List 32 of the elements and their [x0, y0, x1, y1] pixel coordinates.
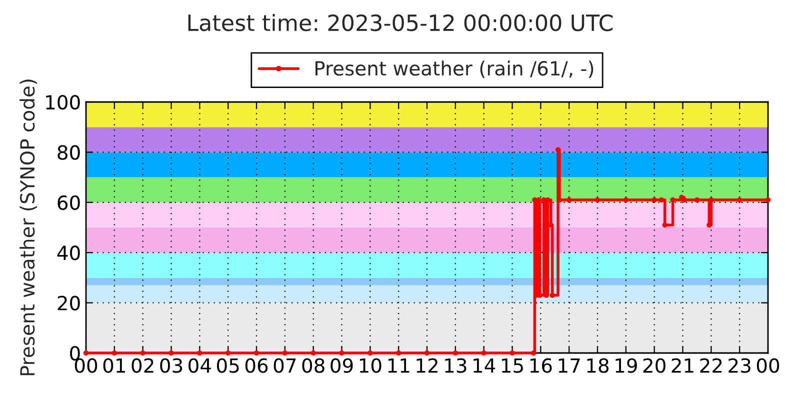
x-tick-label: 02 — [132, 358, 154, 373]
x-tick-label: 04 — [188, 358, 211, 373]
x-tick-label: 18 — [587, 358, 609, 373]
y-tick-label: 40 — [57, 246, 80, 260]
x-tick-label: 16 — [530, 358, 552, 373]
x-tick-label: 11 — [388, 358, 410, 373]
x-tick-label: 21 — [672, 358, 694, 373]
x-tick-label: 23 — [728, 358, 750, 373]
chart-title: Latest time: 2023-05-12 00:00:00 UTC — [188, 14, 613, 32]
x-tick-label: 01 — [103, 358, 125, 373]
x-tick-label: 10 — [360, 358, 382, 373]
legend-label: Present weather (rain /61/, -) — [316, 60, 594, 78]
x-tick-label: 15 — [502, 358, 523, 373]
y-tick-label: 20 — [58, 296, 80, 310]
y-axis-title: Present weather (SYNOP code) — [20, 80, 37, 376]
y-tick-label: 80 — [58, 145, 80, 160]
x-tick-label: 17 — [558, 358, 580, 373]
x-tick-label: 08 — [302, 358, 324, 373]
x-tick-label: 12 — [416, 358, 438, 373]
x-tick-label: 03 — [160, 358, 182, 373]
x-tick-label: 07 — [274, 358, 296, 373]
x-tick-label: 22 — [700, 358, 722, 373]
x-tick-label: 14 — [474, 358, 496, 373]
x-tick-label: 20 — [643, 358, 666, 373]
y-tick-label: 60 — [58, 195, 80, 210]
x-tick-label: 05 — [216, 358, 239, 373]
x-tick-label: 00 — [756, 358, 780, 373]
x-tick-label: 06 — [245, 358, 268, 373]
x-tick-label: 09 — [330, 358, 353, 373]
x-tick-label: 13 — [445, 358, 466, 373]
y-tick-label: 100 — [46, 94, 80, 110]
x-tick-label: 19 — [616, 358, 637, 373]
